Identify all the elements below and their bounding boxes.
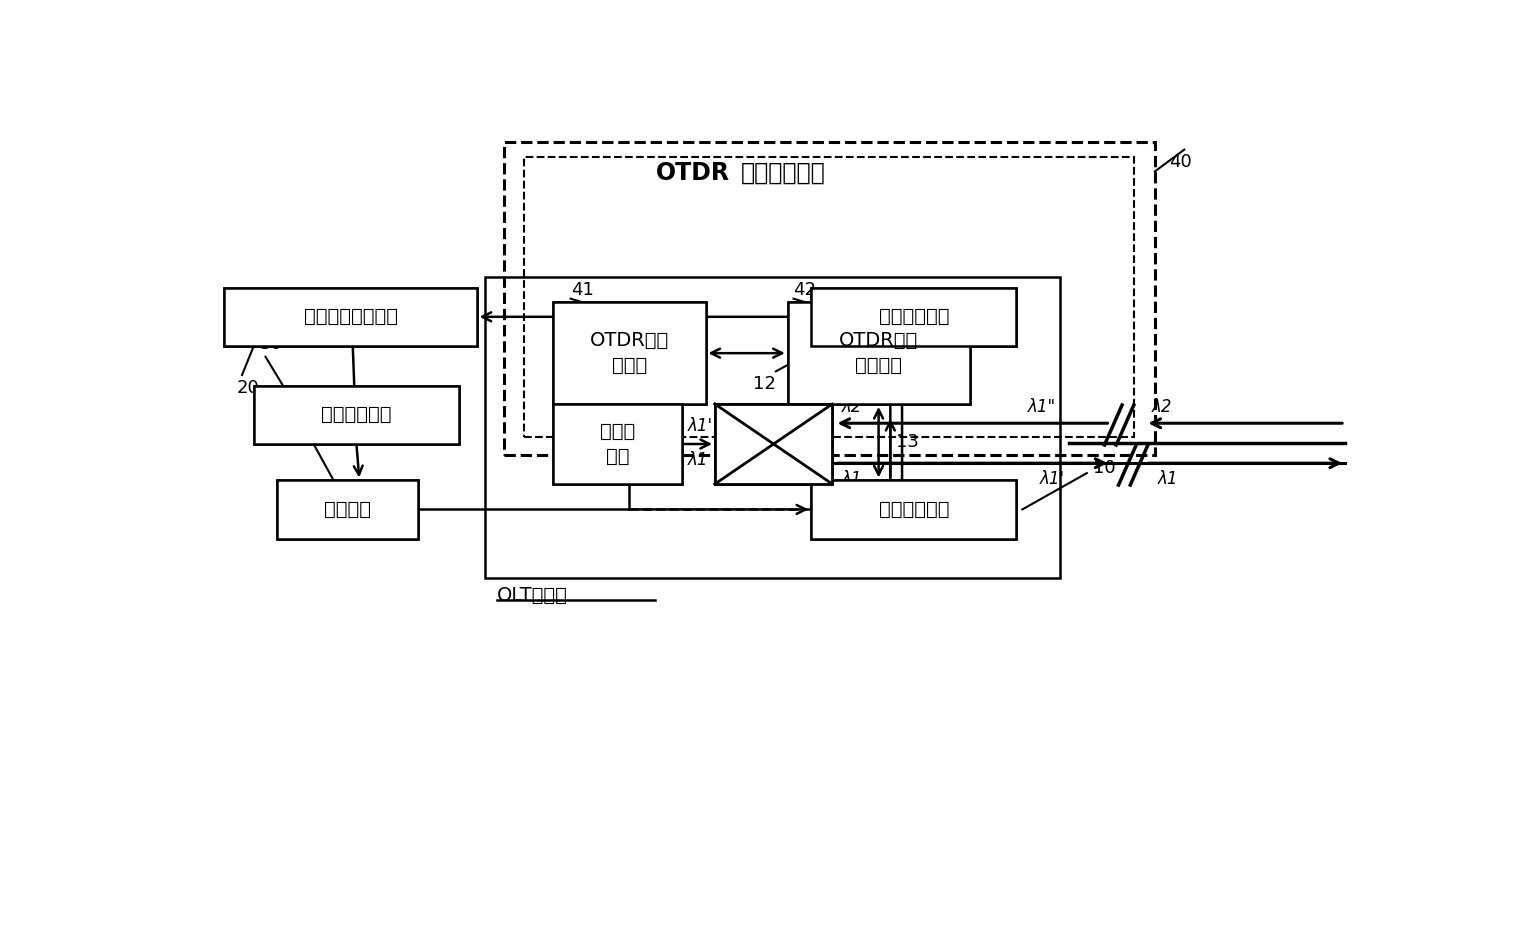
Text: 12: 12 (752, 375, 775, 393)
Bar (277, 480, 418, 538)
Text: OTDR信号
产生器: OTDR信号 产生器 (589, 331, 669, 375)
Bar (224, 288, 477, 346)
Text: OTDR: OTDR (656, 160, 730, 184)
Text: λ2: λ2 (1152, 398, 1172, 416)
Bar (553, 302, 706, 404)
Text: 第一光接收器: 第一光接收器 (878, 308, 949, 327)
Text: 13: 13 (896, 433, 919, 451)
Text: λ1': λ1' (687, 417, 713, 435)
Bar (812, 288, 1016, 346)
Bar (224, 288, 477, 346)
Text: λ2: λ2 (911, 498, 933, 516)
Text: λ1: λ1 (842, 470, 861, 488)
Bar (787, 302, 969, 404)
Bar (715, 404, 833, 484)
Text: 第二光接收器: 第二光接收器 (878, 500, 949, 519)
Text: OLT光组件: OLT光组件 (497, 585, 568, 605)
Text: 41: 41 (571, 280, 593, 298)
Bar (553, 404, 681, 484)
Text: 20: 20 (236, 379, 259, 396)
Bar (812, 480, 1016, 538)
Text: 50: 50 (297, 422, 319, 440)
Bar (254, 386, 459, 444)
Text: 第一光接收器: 第一光接收器 (878, 308, 949, 327)
Bar (812, 288, 1016, 346)
Bar (553, 302, 706, 404)
Text: λ1": λ1" (1028, 398, 1057, 416)
Text: 光发射
装置: 光发射 装置 (600, 422, 636, 466)
Text: OTDR信号
产生器: OTDR信号 产生器 (589, 331, 669, 375)
Bar (787, 302, 969, 404)
Text: 30: 30 (260, 335, 283, 353)
Text: OTDR信号
微处理器: OTDR信号 微处理器 (839, 331, 917, 375)
Text: 上行信号强度检测: 上行信号强度检测 (304, 308, 398, 327)
Text: λ1: λ1 (1157, 470, 1178, 488)
Text: 42: 42 (793, 280, 816, 298)
Bar (715, 404, 833, 484)
Text: 模块微处理器: 模块微处理器 (321, 405, 392, 425)
Text: 40: 40 (1169, 153, 1192, 171)
Bar (254, 386, 459, 444)
Bar (812, 480, 1016, 538)
Text: 模块微处理器: 模块微处理器 (321, 405, 392, 425)
Text: λ2: λ2 (842, 398, 861, 416)
Text: λ1': λ1' (1040, 470, 1064, 488)
Text: OTDR信号
微处理器: OTDR信号 微处理器 (839, 331, 917, 375)
Bar (277, 480, 418, 538)
Bar (504, 143, 1155, 455)
Bar (484, 277, 1060, 579)
Text: 光发射
装置: 光发射 装置 (600, 422, 636, 466)
Bar (524, 157, 1134, 437)
Text: 电源开关: 电源开关 (324, 500, 371, 519)
Text: 控制处理单元: 控制处理单元 (742, 160, 827, 184)
Text: 11: 11 (637, 379, 660, 396)
Text: 第二光接收器: 第二光接收器 (878, 500, 949, 519)
Text: 10: 10 (1093, 459, 1116, 477)
Text: 电源开关: 电源开关 (324, 500, 371, 519)
Text: 上行信号强度检测: 上行信号强度检测 (304, 308, 398, 327)
Text: λ1: λ1 (687, 451, 709, 469)
Text: λ1": λ1" (899, 366, 928, 384)
Bar (553, 404, 681, 484)
